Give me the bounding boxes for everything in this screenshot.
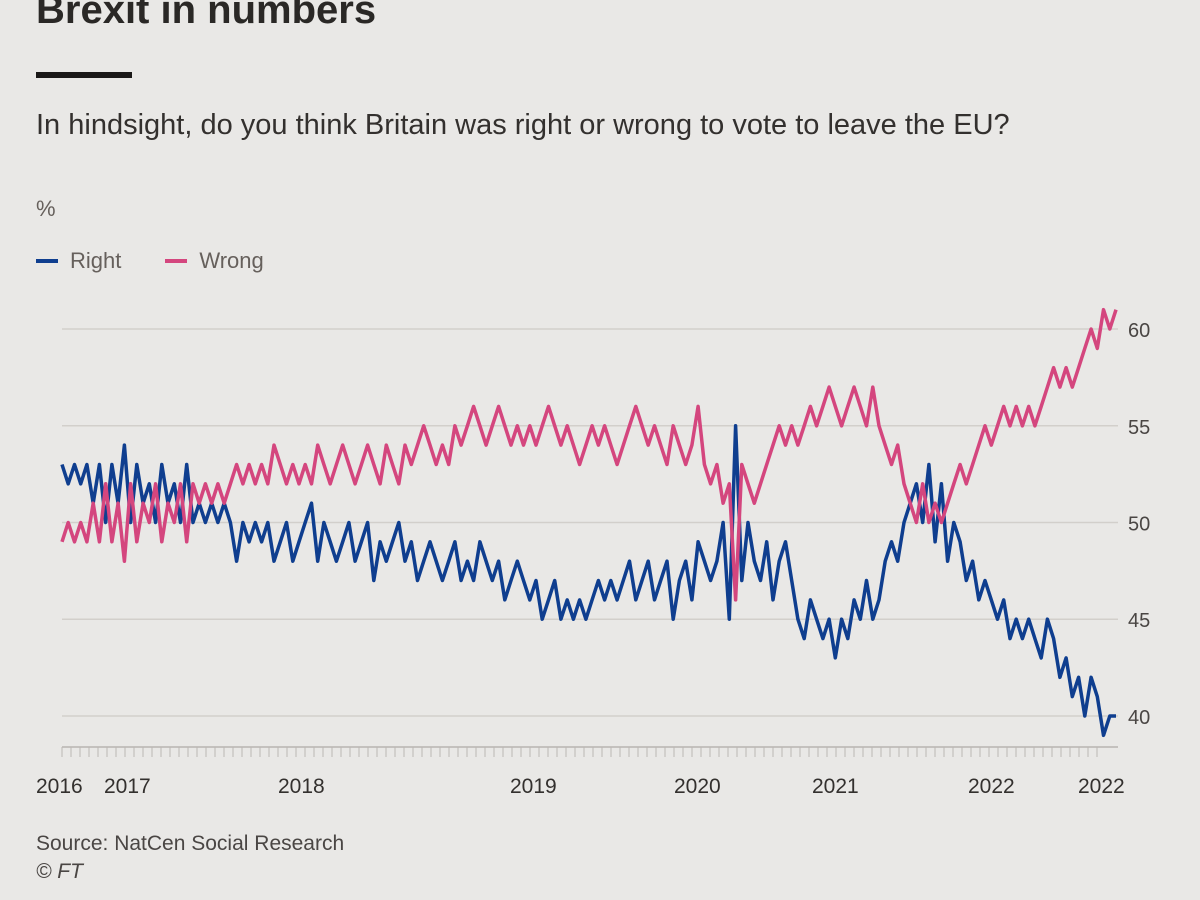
headline: Brexit in numbers [36, 0, 377, 32]
x-tick-label: 2017 [104, 775, 151, 798]
x-tick-label: 2022 [1078, 775, 1125, 798]
x-tick-label: 2021 [812, 775, 859, 798]
series-line-wrong [60, 307, 1118, 602]
y-tick-label: 50 [1128, 514, 1150, 536]
legend-item-right: Right [36, 248, 121, 274]
legend-swatch-right [36, 259, 58, 263]
legend: Right Wrong [36, 248, 264, 274]
y-tick-label: 55 [1128, 417, 1150, 439]
series-line-right [60, 424, 1116, 738]
headline-rule [36, 72, 132, 78]
unit-label: % [36, 196, 56, 221]
legend-item-wrong: Wrong [165, 248, 264, 274]
x-tick-label: 2018 [278, 775, 325, 798]
x-tick-label: 2016 [36, 775, 83, 798]
y-tick-label: 60 [1128, 320, 1150, 342]
legend-label-wrong: Wrong [199, 248, 264, 273]
y-tick-label: 45 [1128, 610, 1150, 632]
x-tick-label: 2022 [968, 775, 1015, 798]
legend-label-right: Right [70, 248, 122, 273]
chart-title: In hindsight, do you think Britain was r… [36, 109, 1010, 141]
x-tick-label: 2019 [510, 775, 557, 798]
legend-swatch-wrong [165, 259, 188, 263]
source-note: Source: NatCen Social Research [36, 832, 345, 855]
copyright-note: © FT [36, 860, 83, 883]
x-tick-label: 2020 [674, 775, 721, 798]
y-tick-label: 40 [1128, 707, 1150, 729]
